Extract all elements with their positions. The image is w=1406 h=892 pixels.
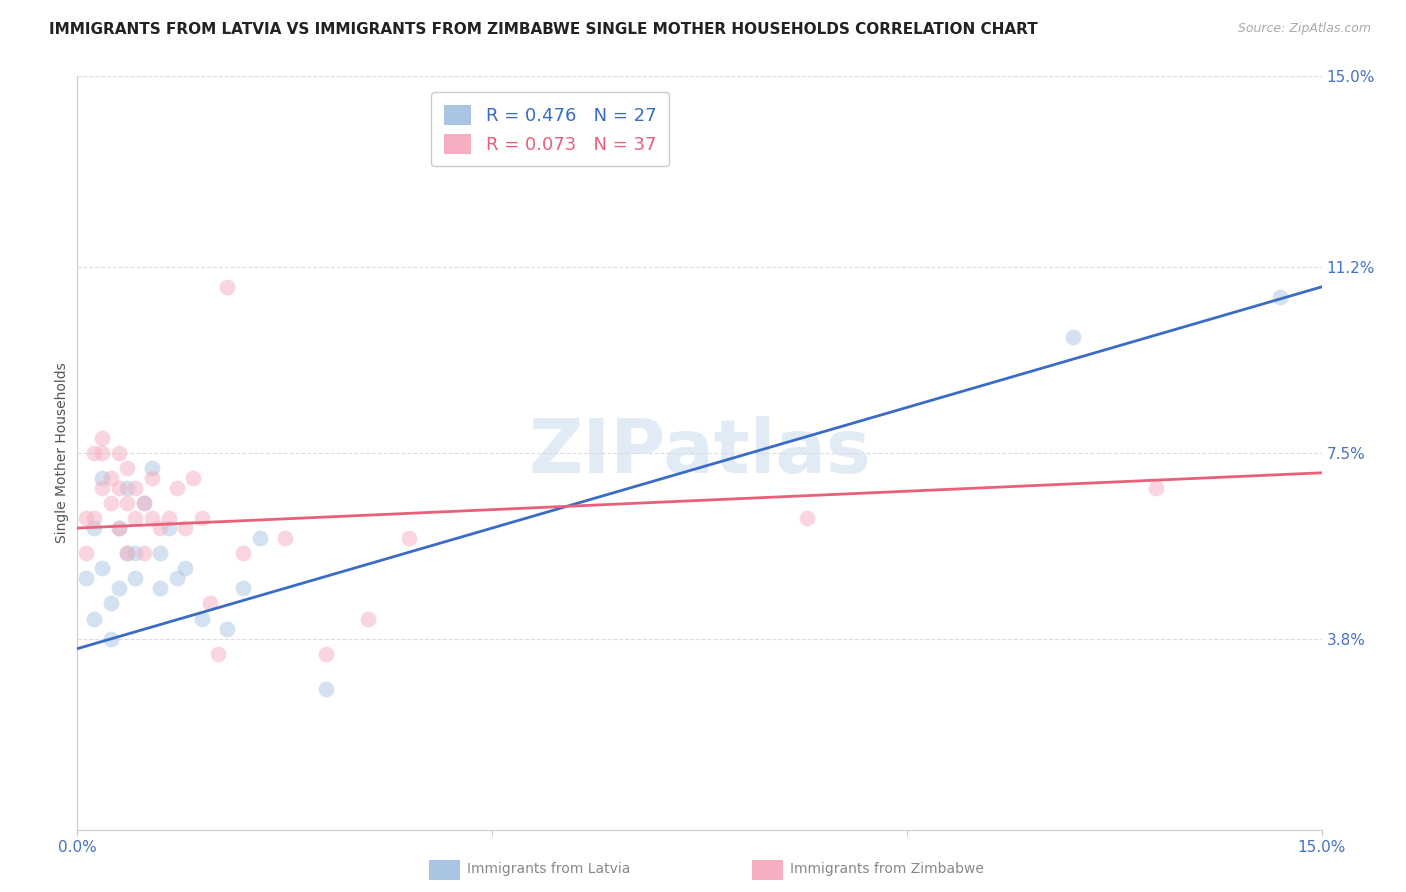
Point: [141, 471, 163, 485]
Point: [115, 546, 138, 560]
Point: [83, 445, 105, 460]
Point: [107, 445, 129, 460]
Point: [166, 481, 188, 495]
Point: [796, 511, 818, 525]
Point: [132, 496, 155, 510]
Point: [315, 647, 337, 661]
Point: [91, 445, 114, 460]
Point: [215, 280, 238, 294]
Point: [100, 596, 122, 610]
Text: Immigrants from Zimbabwe: Immigrants from Zimbabwe: [790, 862, 984, 876]
Point: [83, 611, 105, 625]
Point: [232, 546, 254, 560]
Point: [83, 521, 105, 535]
Point: [141, 511, 163, 525]
Point: [132, 546, 155, 560]
Point: [315, 681, 337, 696]
Point: [1268, 290, 1291, 304]
Point: [232, 582, 254, 596]
Point: [157, 511, 180, 525]
Point: [149, 582, 172, 596]
Point: [273, 531, 295, 545]
Point: [100, 471, 122, 485]
Point: [75, 571, 97, 585]
Point: [166, 571, 188, 585]
Point: [107, 481, 129, 495]
Text: Immigrants from Latvia: Immigrants from Latvia: [467, 862, 630, 876]
Point: [115, 460, 138, 475]
Point: [357, 611, 380, 625]
Point: [107, 521, 129, 535]
Legend: R = 0.476   N = 27, R = 0.073   N = 37: R = 0.476 N = 27, R = 0.073 N = 37: [432, 93, 669, 167]
Point: [174, 561, 197, 575]
Point: [75, 546, 97, 560]
Point: [107, 582, 129, 596]
Point: [91, 561, 114, 575]
Point: [124, 481, 146, 495]
Point: [124, 511, 146, 525]
Point: [149, 546, 172, 560]
Point: [1062, 330, 1084, 344]
Point: [215, 622, 238, 636]
Point: [115, 481, 138, 495]
Point: [91, 431, 114, 445]
Point: [157, 521, 180, 535]
Point: [183, 471, 205, 485]
Point: [141, 460, 163, 475]
Point: [100, 632, 122, 646]
Point: [174, 521, 197, 535]
Point: [91, 471, 114, 485]
Point: [190, 611, 214, 625]
Text: IMMIGRANTS FROM LATVIA VS IMMIGRANTS FROM ZIMBABWE SINGLE MOTHER HOUSEHOLDS CORR: IMMIGRANTS FROM LATVIA VS IMMIGRANTS FRO…: [49, 22, 1038, 37]
Point: [91, 481, 114, 495]
Text: ZIPatlas: ZIPatlas: [529, 417, 870, 489]
Point: [198, 596, 221, 610]
Text: Source: ZipAtlas.com: Source: ZipAtlas.com: [1237, 22, 1371, 36]
Point: [132, 496, 155, 510]
Point: [107, 521, 129, 535]
Point: [124, 546, 146, 560]
Point: [124, 571, 146, 585]
Y-axis label: Single Mother Households: Single Mother Households: [55, 362, 69, 543]
Point: [149, 521, 172, 535]
Point: [115, 496, 138, 510]
Point: [1144, 481, 1167, 495]
Point: [249, 531, 271, 545]
Point: [100, 496, 122, 510]
Point: [83, 511, 105, 525]
Point: [207, 647, 229, 661]
Point: [398, 531, 420, 545]
Point: [115, 546, 138, 560]
Point: [190, 511, 214, 525]
Point: [75, 511, 97, 525]
